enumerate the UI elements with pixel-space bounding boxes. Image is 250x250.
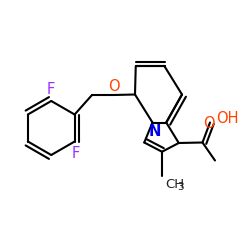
Text: 3: 3 <box>178 182 184 192</box>
Text: CH: CH <box>166 178 185 191</box>
Text: O: O <box>203 116 214 131</box>
Text: OH: OH <box>216 111 239 126</box>
Text: O: O <box>108 79 120 94</box>
Text: F: F <box>72 146 80 161</box>
Text: N: N <box>148 124 161 140</box>
Text: F: F <box>47 82 56 97</box>
